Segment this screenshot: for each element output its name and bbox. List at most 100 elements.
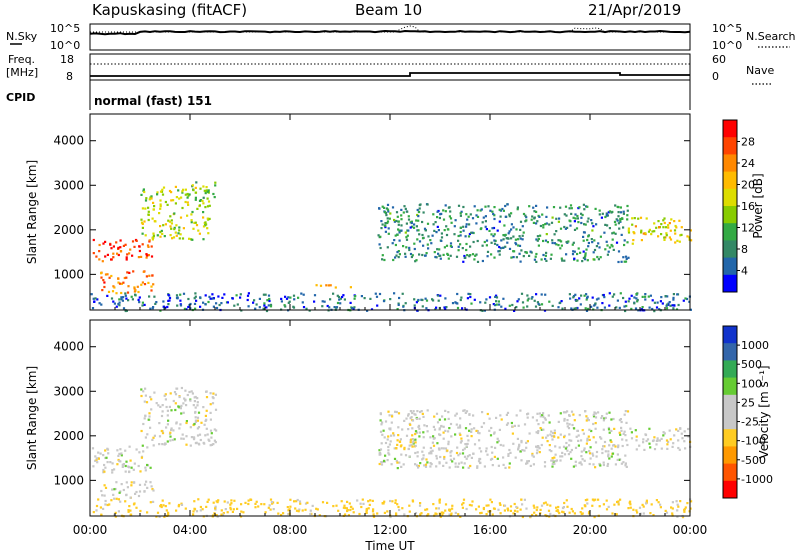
- range-gate-cell: [566, 419, 569, 422]
- range-gate-cell: [500, 239, 503, 242]
- range-gate-cell: [359, 502, 362, 505]
- range-gate-cell: [639, 216, 643, 219]
- range-gate-cell: [413, 242, 416, 245]
- range-gate-cell: [421, 450, 424, 453]
- range-gate-cell: [622, 210, 625, 213]
- range-gate-cell: [611, 245, 614, 248]
- range-gate-cell: [679, 500, 682, 503]
- range-gate-cell: [124, 292, 127, 295]
- range-gate-cell: [199, 305, 202, 308]
- range-gate-cell: [141, 304, 144, 307]
- range-gate-cell: [635, 448, 638, 451]
- range-gate-cell: [164, 200, 167, 204]
- range-gate-cell: [122, 244, 125, 247]
- range-gate-cell: [669, 438, 672, 441]
- colorbar-tick-label: 25: [741, 396, 755, 409]
- range-gate-cell: [144, 234, 147, 237]
- range-gate-cell: [147, 213, 150, 216]
- range-gate-cell: [159, 207, 162, 210]
- range-gate-cell: [466, 254, 469, 257]
- range-gate-cell: [329, 284, 332, 287]
- range-gate-cell: [383, 258, 386, 262]
- range-gate-cell: [185, 435, 188, 438]
- range-gate-cell: [101, 494, 104, 497]
- range-gate-cell: [567, 427, 571, 430]
- range-gate-cell: [504, 245, 507, 248]
- range-gate-cell: [202, 211, 205, 214]
- range-gate-cell: [118, 301, 121, 304]
- range-gate-cell: [202, 185, 205, 188]
- range-gate-cell: [135, 506, 138, 509]
- range-gate-cell: [512, 226, 515, 229]
- colorbar-tick-label: 28: [741, 136, 755, 149]
- range-gate-cell: [644, 298, 647, 301]
- range-gate-cell: [190, 213, 193, 216]
- range-gate-cell: [650, 233, 653, 236]
- range-gate-cell: [206, 500, 209, 503]
- range-gate-cell: [208, 217, 211, 220]
- range-gate-cell: [199, 505, 202, 509]
- range-gate-cell: [209, 297, 212, 300]
- range-gate-cell: [525, 441, 528, 444]
- range-gate-cell: [576, 217, 579, 220]
- range-gate-cell: [502, 209, 505, 212]
- range-gate-cell: [170, 222, 173, 225]
- range-gate-cell: [542, 415, 545, 418]
- colorbar-tick-label: 8: [741, 243, 748, 256]
- range-gate-cell: [396, 443, 399, 446]
- range-gate-cell: [676, 503, 679, 506]
- range-gate-cell: [106, 503, 109, 507]
- range-gate-cell: [476, 430, 479, 433]
- range-gate-cell: [308, 309, 311, 312]
- range-gate-cell: [172, 199, 175, 202]
- range-gate-cell: [453, 233, 456, 236]
- colorbar-tick-label: 20: [741, 179, 755, 192]
- range-gate-cell: [187, 297, 190, 301]
- range-gate-cell: [683, 508, 686, 511]
- range-gate-cell: [351, 306, 354, 310]
- range-gate-cell: [431, 449, 434, 452]
- range-gate-cell: [484, 301, 487, 304]
- range-gate-cell: [431, 298, 434, 301]
- range-gate-cell: [265, 306, 268, 309]
- range-gate-cell: [470, 504, 473, 507]
- range-gate-cell: [397, 220, 400, 223]
- range-gate-cell: [386, 221, 389, 225]
- range-gate-cell: [531, 215, 534, 218]
- range-gate-cell: [387, 227, 390, 230]
- range-gate-cell: [424, 463, 428, 466]
- range-gate-cell: [673, 434, 676, 437]
- range-gate-cell: [624, 464, 627, 467]
- range-gate-cell: [657, 235, 660, 238]
- range-gate-cell: [459, 226, 462, 229]
- range-gate-cell: [525, 462, 528, 465]
- range-gate-cell: [484, 220, 487, 223]
- range-gate-cell: [387, 232, 390, 235]
- range-gate-cell: [440, 447, 443, 450]
- range-gate-cell: [118, 459, 121, 463]
- range-gate-cell: [240, 503, 243, 506]
- range-gate-cell: [662, 219, 665, 222]
- range-gate-cell: [526, 299, 529, 302]
- range-gate-cell: [321, 305, 324, 308]
- range-gate-cell: [586, 437, 589, 440]
- range-gate-cell: [162, 224, 165, 227]
- range-gate-cell: [160, 414, 164, 418]
- range-gate-cell: [118, 304, 121, 307]
- range-gate-cell: [165, 509, 168, 512]
- range-gate-cell: [201, 508, 204, 511]
- range-gate-cell: [461, 506, 464, 509]
- range-gate-cell: [498, 303, 501, 306]
- range-gate-cell: [197, 426, 201, 429]
- range-gate-cell: [205, 396, 209, 399]
- range-gate-cell: [578, 297, 581, 300]
- range-gate-cell: [531, 454, 534, 457]
- x-axis-label: Time UT: [364, 539, 415, 553]
- range-gate-cell: [411, 225, 414, 228]
- range-gate-cell: [543, 309, 547, 312]
- range-gate-cell: [539, 224, 542, 228]
- range-gate-cell: [530, 218, 533, 221]
- range-gate-cell: [647, 295, 650, 298]
- range-gate-cell: [126, 271, 129, 274]
- range-gate-cell: [520, 249, 523, 252]
